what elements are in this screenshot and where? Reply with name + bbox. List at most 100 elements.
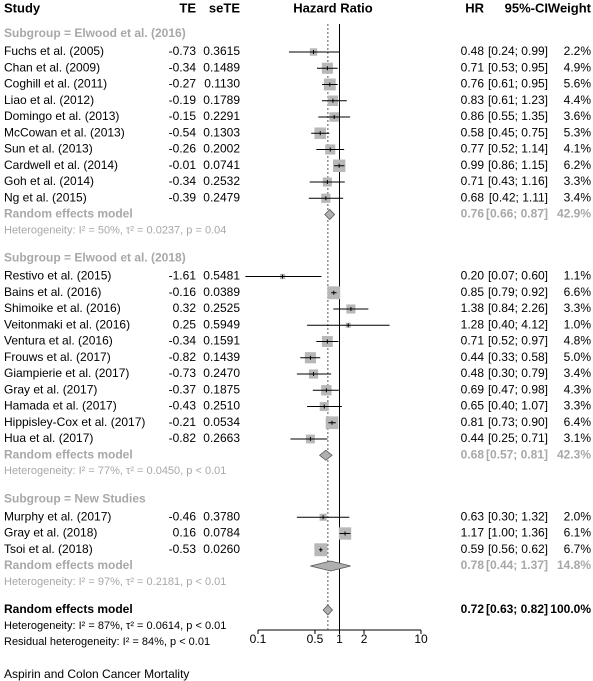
- se-value: 0.2532: [203, 174, 240, 188]
- study-name: Chan et al. (2009): [4, 60, 100, 74]
- weight-value: 6.2%: [564, 158, 592, 172]
- overall-label: Random effects model: [4, 602, 133, 616]
- hr-value: 0.68: [461, 190, 485, 204]
- te-value: -0.34: [169, 174, 197, 188]
- study-name: Murphy et al. (2017): [4, 509, 111, 523]
- weight-value: 6.1%: [564, 526, 592, 540]
- ci-value: [0.79; 0.92]: [488, 285, 548, 299]
- se-value: 0.1303: [203, 125, 240, 139]
- ci-value: [0.30; 0.79]: [488, 366, 548, 380]
- ci-value: [0.57; 0.81]: [486, 447, 548, 461]
- weight-value: 5.3%: [564, 125, 592, 139]
- hr-value: 0.65: [461, 399, 485, 413]
- te-value: -0.37: [169, 382, 197, 396]
- study-name: McCowan et al. (2013): [4, 125, 125, 139]
- ci-value: [0.52; 1.14]: [488, 142, 548, 156]
- te-value: 0.25: [173, 317, 197, 331]
- study-name: Fuchs et al. (2005): [4, 44, 104, 58]
- hr-value: 0.81: [461, 415, 485, 429]
- study-name: Gray et al. (2018): [4, 526, 97, 540]
- study-name: Ventura et al. (2016): [4, 334, 113, 348]
- summary-diamond: [318, 449, 333, 461]
- weight-value: 3.4%: [564, 366, 592, 380]
- se-value: 0.2479: [203, 190, 240, 204]
- weight-value: 5.6%: [564, 77, 592, 91]
- study-name: Hippisley-Cox et al. (2017): [4, 415, 145, 429]
- column-header: Weight: [548, 0, 592, 15]
- te-value: -0.53: [169, 542, 197, 556]
- ci-value: [0.63; 0.82]: [486, 602, 548, 616]
- heterogeneity: Heterogeneity: I² = 77%, τ² = 0.0450, p …: [4, 465, 226, 477]
- weight-value: 6.4%: [564, 415, 592, 429]
- se-value: 0.5481: [203, 269, 240, 283]
- study-name: Goh et al. (2014): [4, 174, 94, 188]
- hr-value: 0.71: [461, 334, 485, 348]
- study-name: Giampierie et al. (2017): [4, 366, 129, 380]
- ci-value: [0.40; 1.07]: [488, 399, 548, 413]
- se-value: 0.2470: [203, 366, 240, 380]
- te-value: -0.73: [169, 44, 197, 58]
- ci-value: [0.55; 1.35]: [488, 109, 548, 123]
- weight-value: 4.1%: [564, 142, 592, 156]
- te-value: -0.39: [169, 190, 197, 204]
- study-name: Bains et al. (2016): [4, 285, 101, 299]
- ci-value: [0.47; 0.98]: [488, 382, 548, 396]
- hr-value: 0.68: [461, 447, 485, 461]
- hr-value: 0.72: [461, 602, 485, 616]
- hr-value: 0.63: [461, 509, 485, 523]
- se-value: 0.3780: [203, 509, 240, 523]
- se-value: 0.1130: [204, 77, 240, 91]
- weight-value: 6.7%: [564, 542, 592, 556]
- ci-value: [0.44; 1.37]: [486, 558, 548, 572]
- weight-value: 4.8%: [564, 334, 592, 348]
- te-value: -0.46: [169, 509, 197, 523]
- hr-value: 0.78: [461, 558, 485, 572]
- weight-value: 5.0%: [564, 350, 592, 364]
- study-name: Ng et al. (2015): [4, 190, 87, 204]
- se-value: 0.2510: [203, 399, 240, 413]
- x-tick-label: 0.5: [307, 632, 324, 646]
- ci-value: [0.56; 0.62]: [488, 542, 548, 556]
- ci-value: [0.61; 1.23]: [488, 93, 548, 107]
- ci-value: [0.66; 0.87]: [486, 207, 548, 221]
- weight-value: 3.3%: [564, 301, 592, 315]
- se-value: 0.1439: [203, 350, 240, 364]
- hr-value: 0.69: [461, 382, 485, 396]
- te-value: -0.43: [169, 399, 197, 413]
- study-name: Cardwell et al. (2014): [4, 158, 118, 172]
- te-value: 0.32: [173, 301, 197, 315]
- te-value: -0.19: [169, 93, 197, 107]
- te-value: 0.16: [173, 526, 197, 540]
- ci-value: [0.07; 0.60]: [488, 269, 548, 283]
- column-header: 95%-CI: [505, 0, 548, 15]
- ci-value: [0.73; 0.90]: [488, 415, 548, 429]
- study-name: Veitonmaki et al. (2016): [4, 317, 130, 331]
- weight-value: 100.0%: [550, 602, 591, 616]
- se-value: 0.2525: [203, 301, 240, 315]
- ci-value: [0.42; 1.11]: [489, 190, 548, 204]
- hr-value: 0.85: [461, 285, 485, 299]
- hr-value: 0.83: [461, 93, 485, 107]
- heterogeneity: Heterogeneity: I² = 97%, τ² = 0.2181, p …: [4, 576, 226, 588]
- weight-value: 42.3%: [557, 447, 591, 461]
- weight-value: 42.9%: [557, 207, 591, 221]
- hr-value: 0.44: [461, 350, 485, 364]
- subgroup-title: Subgroup = New Studies: [4, 491, 146, 505]
- x-tick-label: 2: [361, 632, 368, 646]
- se-value: 0.2002: [203, 142, 240, 156]
- te-value: -0.82: [169, 350, 197, 364]
- se-value: 0.0741: [203, 158, 240, 172]
- ci-value: [0.25; 0.71]: [488, 431, 548, 445]
- ci-value: [0.61; 0.95]: [488, 77, 548, 91]
- study-name: Tsoi et al. (2018): [4, 542, 93, 556]
- weight-value: 3.4%: [564, 190, 592, 204]
- hr-value: 0.48: [461, 44, 485, 58]
- weight-value: 4.4%: [564, 93, 592, 107]
- study-name: Liao et al. (2012): [4, 93, 94, 107]
- te-value: -0.34: [169, 334, 197, 348]
- weight-value: 2.2%: [564, 44, 592, 58]
- study-name: Restivo et al. (2015): [4, 269, 111, 283]
- se-value: 0.5949: [203, 317, 240, 331]
- hr-value: 0.76: [461, 77, 485, 91]
